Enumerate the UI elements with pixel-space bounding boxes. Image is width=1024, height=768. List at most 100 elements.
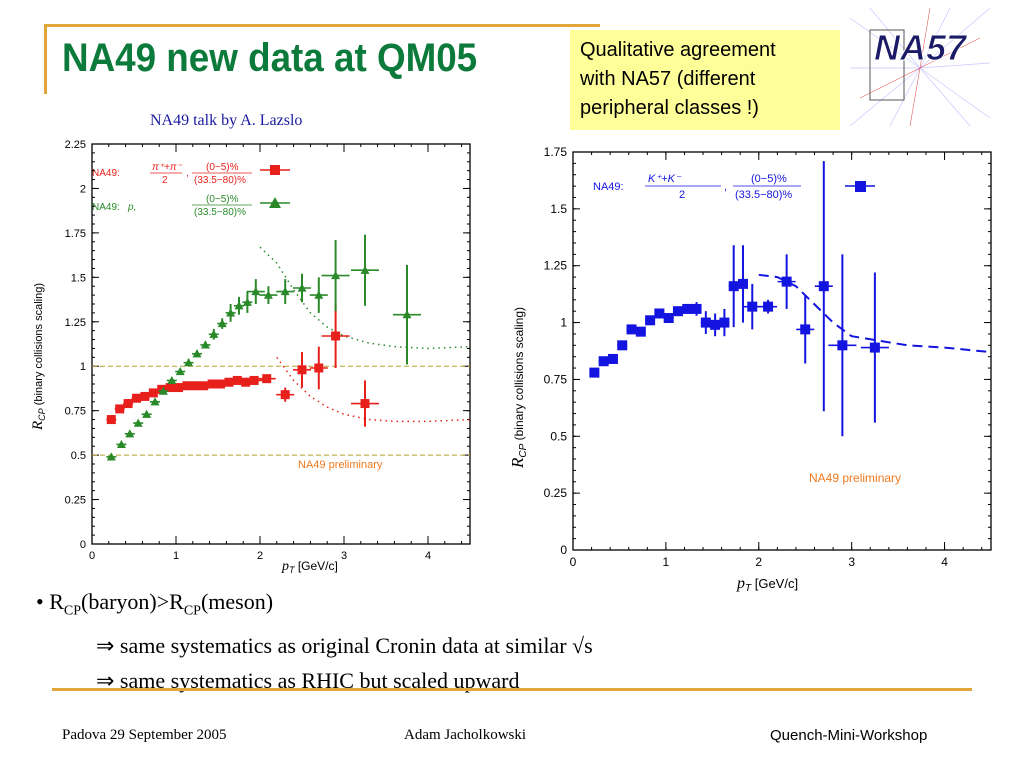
y-tick-label: 1 xyxy=(80,361,86,373)
svg-text:,: , xyxy=(724,181,727,193)
data-point xyxy=(184,358,194,367)
x-tick-label: 3 xyxy=(341,550,347,562)
plot-frame xyxy=(91,143,471,545)
footer-author: Adam Jacholkowski xyxy=(404,727,527,743)
data-point xyxy=(331,331,341,341)
na57-logo: NA57 xyxy=(850,8,990,126)
data-point xyxy=(763,301,774,312)
data-point xyxy=(663,313,674,324)
data-point xyxy=(263,290,273,299)
data-point xyxy=(691,303,702,314)
data-point xyxy=(216,379,226,389)
data-point xyxy=(150,397,160,406)
svg-text:,: , xyxy=(186,168,189,179)
data-point xyxy=(106,452,116,461)
y-tick-label: 1.5 xyxy=(71,272,86,284)
data-point xyxy=(192,349,202,358)
data-point xyxy=(182,381,192,391)
y-tick-label: 1.75 xyxy=(544,145,568,159)
data-point xyxy=(682,303,693,314)
data-point xyxy=(242,297,252,306)
chart-right: NA49: K⁺+K⁻ 2 , (0−5)% (33.5−80)% NA49 p… xyxy=(508,145,992,593)
data-point xyxy=(175,367,185,376)
data-point xyxy=(209,329,219,338)
legend-proton-label: NA49: xyxy=(92,202,120,213)
model-curve xyxy=(259,246,471,350)
x-tick-label: 4 xyxy=(941,555,948,569)
data-point xyxy=(869,342,880,353)
data-point xyxy=(262,374,272,384)
x-tick-label: 0 xyxy=(570,555,577,569)
y-tick-label: 0.75 xyxy=(65,406,86,418)
data-point xyxy=(190,381,200,391)
data-point xyxy=(106,415,116,425)
x-tick-label: 1 xyxy=(663,555,670,569)
svg-text:(0−5)%: (0−5)% xyxy=(206,194,239,205)
data-point xyxy=(672,306,683,317)
x-tick-label: 2 xyxy=(257,550,263,562)
logo-text: NA57 xyxy=(874,27,968,68)
data-point xyxy=(314,290,324,299)
legend-pion-label: NA49: xyxy=(92,168,120,179)
note-line: Qualitative agreement xyxy=(580,39,776,61)
x-tick-label: 1 xyxy=(173,550,179,562)
data-point xyxy=(589,367,600,378)
y-tick-label: 1.25 xyxy=(544,259,568,273)
data-point xyxy=(241,377,251,387)
data-point xyxy=(200,340,210,349)
data-point xyxy=(174,383,184,393)
legend-pion-frac-den: 2 xyxy=(162,175,168,186)
y-tick-label: 0.25 xyxy=(65,495,86,507)
data-point xyxy=(280,287,290,296)
svg-text:2: 2 xyxy=(679,189,685,201)
y-tick-label: 2 xyxy=(80,183,86,195)
data-point xyxy=(232,375,242,385)
data-point xyxy=(800,324,811,335)
chart-annotation: NA49 preliminary xyxy=(809,471,901,485)
legend-pion-frac-num: π⁺+π⁻ xyxy=(152,162,183,173)
x-tick-label: 0 xyxy=(89,550,95,562)
data-point xyxy=(654,308,665,319)
y-tick-label: 1.75 xyxy=(65,228,86,240)
note-line: with NA57 (different xyxy=(580,68,756,90)
svg-text:(0−5)%: (0−5)% xyxy=(751,173,787,185)
x-axis-label: pT [GeV/c] xyxy=(281,559,338,575)
chart-left: NA49: π⁺+π⁻ 2 , (0−5)% (33.5−80)% NA49: … xyxy=(30,139,471,575)
data-point xyxy=(123,399,133,409)
data-point xyxy=(165,383,175,393)
data-point xyxy=(132,393,142,403)
y-tick-label: 1.25 xyxy=(65,317,86,329)
x-tick-label: 4 xyxy=(425,550,431,562)
data-point xyxy=(297,365,307,375)
data-point xyxy=(710,319,721,330)
data-point xyxy=(133,418,143,427)
svg-text:p,: p, xyxy=(127,202,136,213)
data-point xyxy=(217,319,227,328)
data-point xyxy=(728,281,739,292)
data-point xyxy=(148,388,158,398)
data-point xyxy=(157,384,167,394)
data-point xyxy=(737,278,748,289)
data-point xyxy=(837,340,848,351)
title-rule xyxy=(44,24,600,27)
data-point xyxy=(226,308,236,317)
slide-title: NA49 new data at QM05 xyxy=(62,36,478,80)
x-tick-label: 2 xyxy=(755,555,762,569)
data-point xyxy=(747,301,758,312)
chart-annotation: NA49 preliminary xyxy=(298,459,383,471)
data-point xyxy=(280,390,290,400)
data-point xyxy=(626,324,637,335)
data-point xyxy=(700,317,711,328)
data-point xyxy=(199,381,209,391)
data-point xyxy=(645,315,656,326)
y-tick-label: 1.5 xyxy=(550,202,567,216)
legend-pion-marker xyxy=(270,165,280,175)
svg-text:(33.5−80)%: (33.5−80)% xyxy=(194,207,246,218)
data-point xyxy=(360,399,370,409)
data-point xyxy=(635,326,646,337)
title-accent-bar xyxy=(44,24,47,94)
data-point xyxy=(360,265,370,274)
data-point xyxy=(167,375,177,385)
svg-text:(33.5−80)%: (33.5−80)% xyxy=(735,189,792,201)
data-point xyxy=(781,276,792,287)
